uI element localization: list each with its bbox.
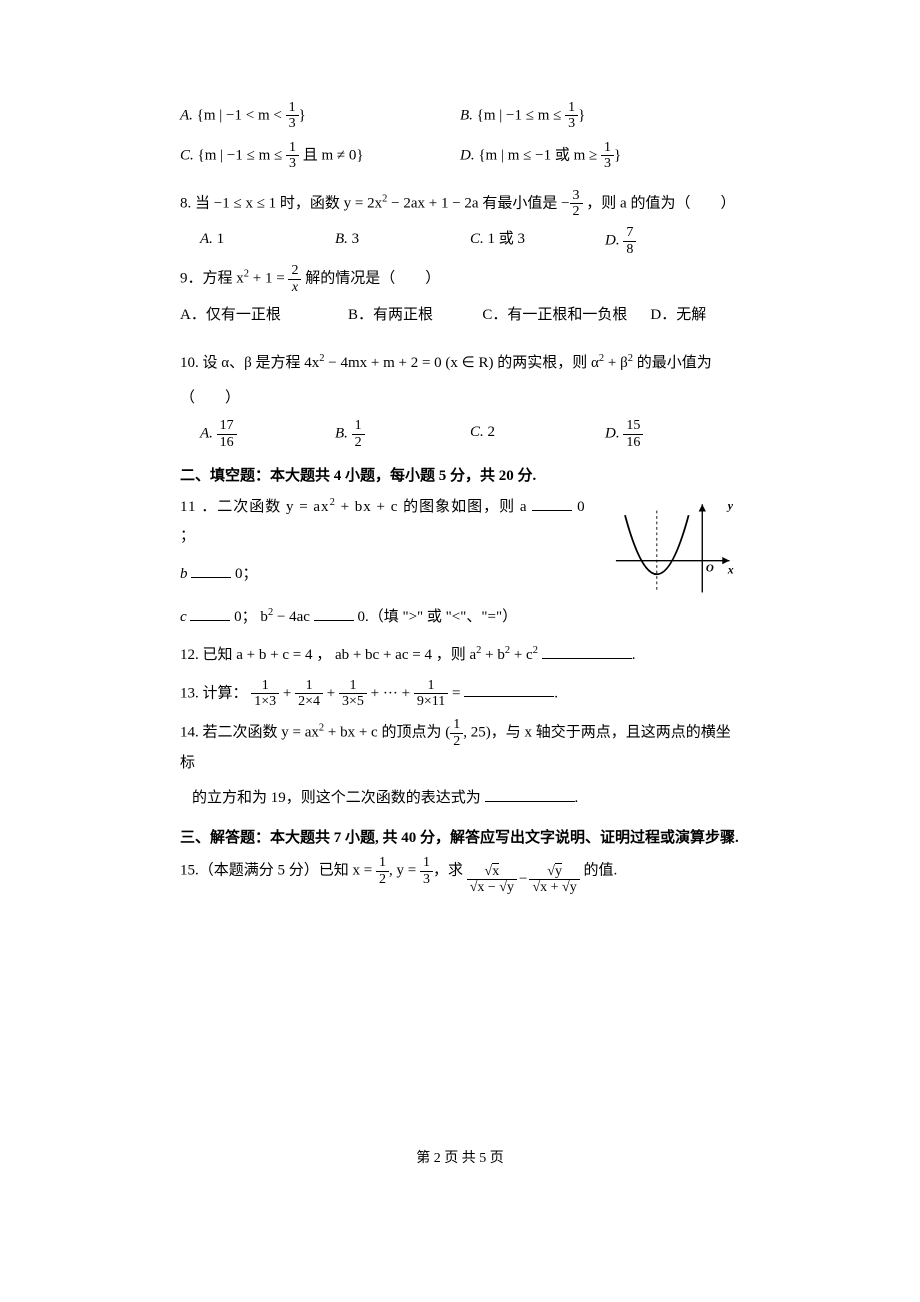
q10-stem: 10. 设 α、β 是方程 4x2 − 4mx + m + 2 = 0 (x ∈… — [180, 349, 740, 378]
blank — [485, 787, 575, 802]
q8-stem: 8. 当 −1 ≤ x ≤ 1 时，函数 y = 2x2 − 2ax + 1 −… — [180, 188, 740, 220]
y-axis-arrow — [699, 504, 706, 511]
q8-options: A. 1 B. 3 C. 1 或 3 D. 78 — [180, 225, 740, 257]
q10-opt-a: A. 1716 — [200, 418, 335, 450]
opt-label: A. — [180, 107, 193, 123]
opt-text: {m | −1 ≤ m ≤ — [477, 107, 565, 123]
blank — [542, 644, 632, 659]
q11-line3: c 0； b2 − 4ac 0.（填 ">" 或 "<"、"="） — [180, 603, 740, 632]
q10-opt-c: C. 2 — [470, 418, 605, 450]
q7-opt-a: A. {m | −1 < m < 13} — [180, 100, 460, 132]
q7-options: A. {m | −1 < m < 13} B. {m | −1 ≤ m ≤ 13… — [180, 100, 740, 172]
q10-opt-d: D. 1516 — [605, 418, 740, 450]
q9-opt-b: B．有两正根 — [348, 301, 482, 330]
q9-options: A．仅有一正根 B．有两正根 C．有一正根和一负根 D．无解 — [180, 301, 740, 330]
origin-label: O — [706, 563, 714, 575]
q7-opt-c: C. {m | −1 ≤ m ≤ 13 且 m ≠ 0} — [180, 140, 460, 172]
q10-options: A. 1716 B. 12 C. 2 D. 1516 — [180, 418, 740, 450]
q15: 15.（本题满分 5 分）已知 x = 12, y = 13，求 √x √x −… — [180, 855, 740, 895]
q10-paren: （ ） — [180, 384, 740, 413]
blank — [314, 606, 354, 621]
section-2-heading: 二、填空题：本大题共 4 小题，每小题 5 分，共 20 分. — [180, 464, 740, 485]
q8-opt-b: B. 3 — [335, 225, 470, 257]
q7-opt-b: B. {m | −1 ≤ m ≤ 13} — [460, 100, 740, 132]
opt-text: {m | −1 ≤ m ≤ — [198, 147, 286, 163]
q10-opt-b: B. 12 — [335, 418, 470, 450]
blank — [190, 606, 230, 621]
blank — [191, 563, 231, 578]
q12: 12. 已知 a + b + c = 4 ， ab + bc + ac = 4 … — [180, 641, 740, 670]
opt-text: {m | m ≤ −1 或 m ≥ — [478, 147, 601, 163]
opt-label: D. — [460, 147, 475, 163]
q7-opt-d: D. {m | m ≤ −1 或 m ≥ 13} — [460, 140, 740, 172]
q14-line2: 的立方和为 19，则这个二次函数的表达式为 . — [180, 784, 740, 813]
q9-stem: 9．方程 x2 + 1 = 2x 解的情况是（ ） — [180, 263, 740, 295]
q9-opt-c: C．有一正根和一负根 — [482, 301, 650, 330]
x-axis-label: x — [727, 563, 734, 577]
section-3-heading: 三、解答题：本大题共 7 小题, 共 40 分，解答应写出文字说明、证明过程或演… — [180, 826, 740, 847]
q15-expression: √x √x − √y − √y √x + √y — [467, 864, 580, 896]
blank — [532, 496, 572, 511]
y-axis-label: y — [726, 499, 734, 513]
q8-opt-d: D. 78 — [605, 225, 740, 257]
q9-opt-d: D．无解 — [650, 301, 740, 330]
q8-opt-c: C. 1 或 3 — [470, 225, 605, 257]
opt-label: B. — [460, 107, 473, 123]
page-footer: 第 2 页 共 5 页 — [0, 1147, 920, 1167]
blank — [464, 682, 554, 697]
q11-graph: y x O — [610, 497, 740, 597]
opt-label: C. — [180, 147, 194, 163]
q8-opt-a: A. 1 — [200, 225, 335, 257]
q13: 13. 计算： 11×3 + 12×4 + 13×5 + ··· + 19×11… — [180, 678, 740, 710]
opt-text: {m | −1 < m < — [197, 107, 286, 123]
q9-opt-a: A．仅有一正根 — [180, 301, 348, 330]
q14-line1: 14. 若二次函数 y = ax2 + bx + c 的顶点为 (12, 25)… — [180, 717, 740, 777]
